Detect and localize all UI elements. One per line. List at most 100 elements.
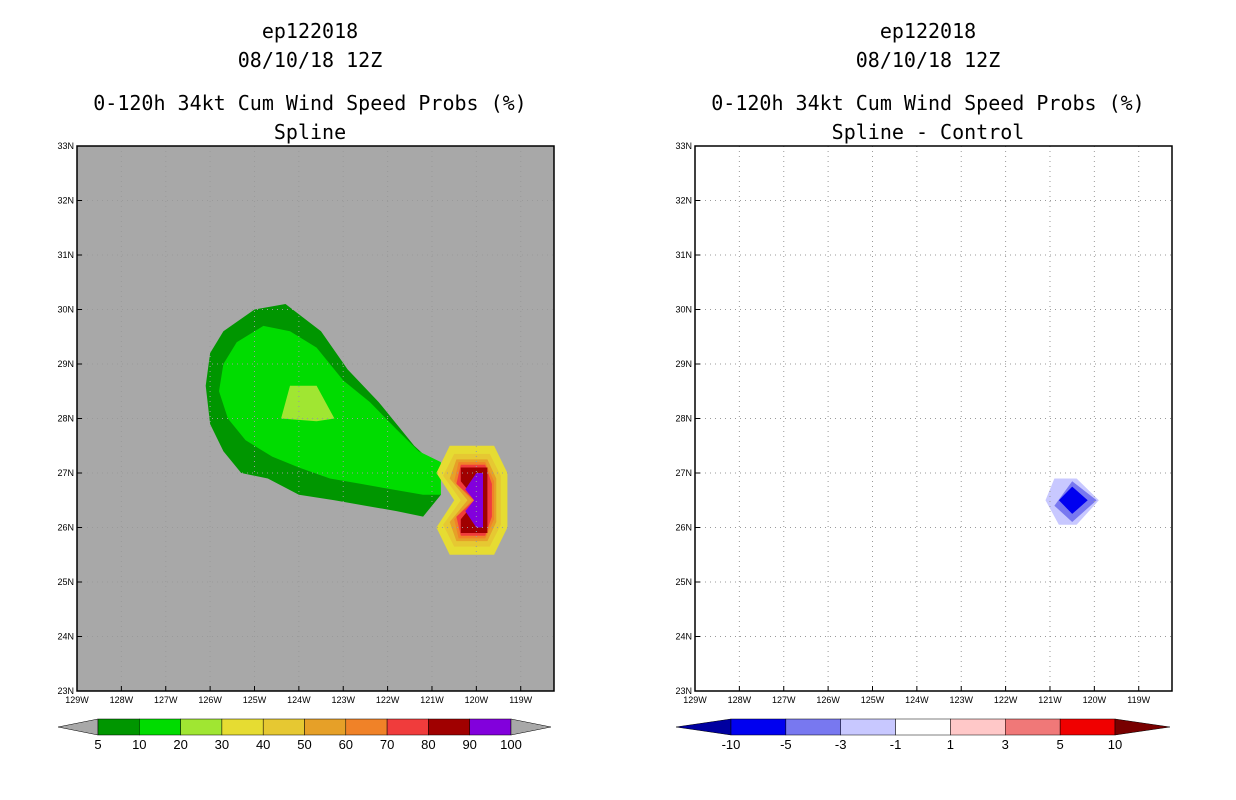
colorbar-swatch-9 (469, 718, 512, 736)
x-tick-label: 129W (683, 695, 707, 705)
colorbar-swatch-0 (97, 718, 140, 736)
y-tick-label: 30N (57, 305, 74, 315)
colorbar-label: 10 (132, 737, 146, 752)
y-tick-label: 27N (57, 468, 74, 478)
colorbar-label: 50 (297, 737, 311, 752)
y-tick-label: 24N (57, 632, 74, 642)
y-tick-label: 27N (675, 468, 692, 478)
colorbar-swatch-5 (1005, 718, 1061, 736)
colorbar-swatch-2 (180, 718, 223, 736)
y-tick-label: 28N (57, 414, 74, 424)
colorbar-swatch-3 (895, 718, 951, 736)
x-tick-label: 121W (1038, 695, 1062, 705)
x-tick-label: 125W (861, 695, 885, 705)
right-title-line-2: 08/10/18 12Z (856, 48, 1001, 72)
left-panel: ep122018 08/10/18 12Z 0-120h 34kt Cum Wi… (57, 19, 555, 752)
y-tick-label: 33N (675, 141, 692, 151)
right-subtitle-line-1: 0-120h 34kt Cum Wind Speed Probs (%) (711, 91, 1144, 115)
x-tick-label: 122W (994, 695, 1018, 705)
colorbar-label: 5 (94, 737, 101, 752)
contour-level-9 (465, 473, 483, 528)
y-tick-label: 23N (57, 686, 74, 696)
colorbar-swatch-2 (840, 718, 896, 736)
x-tick-label: 128W (110, 695, 134, 705)
x-tick-label: 123W (331, 695, 355, 705)
x-tick-label: 126W (816, 695, 840, 705)
colorbar-swatch-6 (1059, 718, 1116, 736)
y-tick-label: 31N (675, 250, 692, 260)
x-tick-label: 123W (949, 695, 973, 705)
x-tick-label: 120W (1083, 695, 1107, 705)
colorbar-swatch-8 (428, 718, 470, 736)
colorbar-over-triangle (510, 718, 552, 736)
y-tick-label: 32N (675, 196, 692, 206)
colorbar-label: 40 (256, 737, 270, 752)
colorbar-swatch-0 (730, 718, 787, 736)
contour-level-2 (281, 385, 335, 422)
y-tick-label: 31N (57, 250, 74, 260)
y-tick-label: 28N (675, 414, 692, 424)
left-title-line-1: ep122018 (262, 19, 358, 43)
x-tick-label: 128W (728, 695, 752, 705)
x-tick-label: 121W (420, 695, 444, 705)
x-tick-label: 125W (243, 695, 267, 705)
colorbar-swatch-1 (785, 718, 841, 736)
x-tick-label: 119W (1127, 695, 1150, 705)
colorbar-label: -5 (780, 737, 792, 752)
colorbar-swatch-1 (139, 718, 181, 736)
colorbar-label: 3 (1002, 737, 1009, 752)
y-tick-label: 26N (675, 523, 692, 533)
y-tick-label: 29N (57, 359, 74, 369)
colorbar-swatch-4 (262, 718, 305, 736)
colorbar-label: -3 (835, 737, 847, 752)
y-tick-label: 33N (57, 141, 74, 151)
y-tick-label: 30N (675, 305, 692, 315)
y-tick-label: 25N (675, 577, 692, 587)
y-tick-label: 23N (675, 686, 692, 696)
x-tick-label: 124W (287, 695, 311, 705)
colorbar-label: 10 (1108, 737, 1122, 752)
left-subtitle-line-1: 0-120h 34kt Cum Wind Speed Probs (%) (93, 91, 526, 115)
x-tick-label: 126W (198, 695, 222, 705)
x-tick-label: 120W (465, 695, 489, 705)
colorbar-label: 30 (215, 737, 229, 752)
x-tick-label: 127W (154, 695, 178, 705)
y-tick-label: 32N (57, 196, 74, 206)
x-tick-label: 122W (376, 695, 400, 705)
colorbar-swatch-4 (950, 718, 1006, 736)
colorbar-label: 100 (500, 737, 522, 752)
colorbar-label: 5 (1057, 737, 1064, 752)
x-tick-label: 127W (772, 695, 796, 705)
plot-background (695, 146, 1172, 691)
colorbar-label: 20 (173, 737, 187, 752)
right-subtitle-line-2: Spline - Control (832, 120, 1025, 144)
x-tick-label: 119W (509, 695, 532, 705)
colorbar-label: -1 (890, 737, 902, 752)
colorbar-swatch-6 (345, 718, 388, 736)
contour-level-2 (1058, 486, 1088, 514)
colorbar-over-triangle (1114, 718, 1171, 736)
colorbar-label: 90 (462, 737, 476, 752)
colorbar-label: 80 (421, 737, 435, 752)
right-colorbar: -10 -5 -3 -1 1 3 5 10 (675, 718, 1171, 752)
right-plot-area: 129W 128W 127W 126W 125W 124W 123W 122W 121W 120W… (675, 141, 1173, 705)
x-tick-label: 124W (905, 695, 929, 705)
colorbar-label: 70 (380, 737, 394, 752)
left-colorbar: 5 10 20 30 40 50 60 70 80 90 100 (57, 718, 552, 752)
left-plot-area: 129W 128W 127W 126W 125W 124W 123W 122W 121W 120W… (57, 141, 555, 705)
colorbar-label: 60 (339, 737, 353, 752)
left-subtitle-line-2: Spline (274, 120, 346, 144)
left-title-line-2: 08/10/18 12Z (238, 48, 383, 72)
colorbar-swatch-3 (221, 718, 264, 736)
y-tick-label: 25N (57, 577, 74, 587)
right-title-line-1: ep122018 (880, 19, 976, 43)
x-tick-label: 129W (65, 695, 89, 705)
right-panel: ep122018 08/10/18 12Z 0-120h 34kt Cum Wi… (675, 19, 1173, 752)
colorbar-label: -10 (722, 737, 741, 752)
y-tick-label: 29N (675, 359, 692, 369)
colorbar-swatch-5 (304, 718, 347, 736)
y-tick-label: 26N (57, 523, 74, 533)
y-tick-label: 24N (675, 632, 692, 642)
colorbar-label: 1 (947, 737, 954, 752)
